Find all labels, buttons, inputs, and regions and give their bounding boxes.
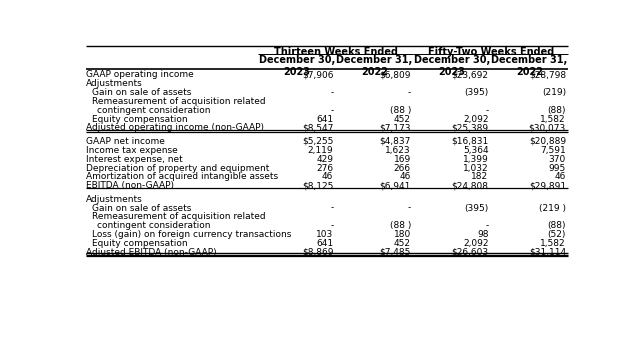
Text: 429: 429 <box>316 155 333 164</box>
Text: 995: 995 <box>548 164 566 172</box>
Text: Equity compensation: Equity compensation <box>92 114 188 124</box>
Text: 1,582: 1,582 <box>540 114 566 124</box>
Text: $29,891: $29,891 <box>529 181 566 190</box>
Text: 98: 98 <box>477 230 488 239</box>
Text: (88): (88) <box>547 106 566 115</box>
Text: -: - <box>330 88 333 97</box>
Text: 370: 370 <box>548 155 566 164</box>
Text: (395): (395) <box>464 203 488 213</box>
Text: Interest expense, net: Interest expense, net <box>86 155 183 164</box>
Text: -: - <box>485 106 488 115</box>
Text: December 31,
2022: December 31, 2022 <box>492 55 568 76</box>
Text: 2,092: 2,092 <box>463 114 488 124</box>
Text: contingent consideration: contingent consideration <box>97 106 211 115</box>
Text: GAAP net income: GAAP net income <box>86 137 165 146</box>
Text: Fifty-Two Weeks Ended: Fifty-Two Weeks Ended <box>428 47 554 57</box>
Text: 641: 641 <box>316 114 333 124</box>
Text: $8,869: $8,869 <box>302 248 333 257</box>
Text: $6,941: $6,941 <box>380 181 411 190</box>
Text: (52): (52) <box>548 230 566 239</box>
Text: Gain on sale of assets: Gain on sale of assets <box>92 203 191 213</box>
Text: EBITDA (non-GAAP): EBITDA (non-GAAP) <box>86 181 174 190</box>
Text: 1,032: 1,032 <box>463 164 488 172</box>
Text: Loss (gain) on foreign currency transactions: Loss (gain) on foreign currency transact… <box>92 230 291 239</box>
Text: 180: 180 <box>394 230 411 239</box>
Text: Adjustments: Adjustments <box>86 79 143 88</box>
Text: December 30,
2023: December 30, 2023 <box>414 55 490 76</box>
Text: $16,831: $16,831 <box>451 137 488 146</box>
Text: $26,603: $26,603 <box>451 248 488 257</box>
Text: GAAP operating income: GAAP operating income <box>86 70 194 79</box>
Text: $7,485: $7,485 <box>380 248 411 257</box>
Text: $7,906: $7,906 <box>302 70 333 79</box>
Text: Thirteen Weeks Ended: Thirteen Weeks Ended <box>274 47 397 57</box>
Text: $31,114: $31,114 <box>529 248 566 257</box>
Text: 276: 276 <box>316 164 333 172</box>
Text: $8,125: $8,125 <box>302 181 333 190</box>
Text: Gain on sale of assets: Gain on sale of assets <box>92 88 191 97</box>
Text: -: - <box>330 221 333 230</box>
Text: 2,092: 2,092 <box>463 239 488 248</box>
Text: 46: 46 <box>322 172 333 181</box>
Text: 641: 641 <box>316 239 333 248</box>
Text: 46: 46 <box>399 172 411 181</box>
Text: 46: 46 <box>554 172 566 181</box>
Text: December 31,
2022: December 31, 2022 <box>337 55 413 76</box>
Text: (395): (395) <box>464 88 488 97</box>
Text: Remeasurement of acquisition related: Remeasurement of acquisition related <box>92 213 265 221</box>
Text: -: - <box>408 88 411 97</box>
Text: (88 ): (88 ) <box>390 221 411 230</box>
Text: Equity compensation: Equity compensation <box>92 239 188 248</box>
Text: (88 ): (88 ) <box>390 106 411 115</box>
Text: $23,692: $23,692 <box>451 70 488 79</box>
Text: 2,119: 2,119 <box>308 146 333 155</box>
Text: -: - <box>408 203 411 213</box>
Text: 7,591: 7,591 <box>540 146 566 155</box>
Text: -: - <box>330 203 333 213</box>
Text: $7,173: $7,173 <box>380 124 411 133</box>
Text: $6,809: $6,809 <box>380 70 411 79</box>
Text: $25,389: $25,389 <box>451 124 488 133</box>
Text: $4,837: $4,837 <box>380 137 411 146</box>
Text: contingent consideration: contingent consideration <box>97 221 211 230</box>
Text: $20,889: $20,889 <box>529 137 566 146</box>
Text: Adjusted EBITDA (non-GAAP): Adjusted EBITDA (non-GAAP) <box>86 248 217 257</box>
Text: $24,808: $24,808 <box>451 181 488 190</box>
Text: (219): (219) <box>542 88 566 97</box>
Text: Depreciation of property and equipment: Depreciation of property and equipment <box>86 164 269 172</box>
Text: -: - <box>330 106 333 115</box>
Text: Amortization of acquired intangible assets: Amortization of acquired intangible asse… <box>86 172 278 181</box>
Text: 266: 266 <box>394 164 411 172</box>
Text: 1,399: 1,399 <box>463 155 488 164</box>
Text: -: - <box>485 221 488 230</box>
Text: 452: 452 <box>394 114 411 124</box>
Text: (88): (88) <box>547 221 566 230</box>
Text: 1,582: 1,582 <box>540 239 566 248</box>
Text: 103: 103 <box>316 230 333 239</box>
Text: 1,623: 1,623 <box>385 146 411 155</box>
Text: Adjusted operating income (non-GAAP): Adjusted operating income (non-GAAP) <box>86 124 264 133</box>
Text: $30,073: $30,073 <box>529 124 566 133</box>
Text: Income tax expense: Income tax expense <box>86 146 178 155</box>
Text: Adjustments: Adjustments <box>86 195 143 204</box>
Text: $5,255: $5,255 <box>302 137 333 146</box>
Text: 5,364: 5,364 <box>463 146 488 155</box>
Text: 182: 182 <box>471 172 488 181</box>
Text: $8,547: $8,547 <box>302 124 333 133</box>
Text: 452: 452 <box>394 239 411 248</box>
Text: $28,798: $28,798 <box>529 70 566 79</box>
Text: (219 ): (219 ) <box>539 203 566 213</box>
Text: 169: 169 <box>394 155 411 164</box>
Text: December 30,
2023: December 30, 2023 <box>259 55 335 76</box>
Text: Remeasurement of acquisition related: Remeasurement of acquisition related <box>92 97 265 106</box>
